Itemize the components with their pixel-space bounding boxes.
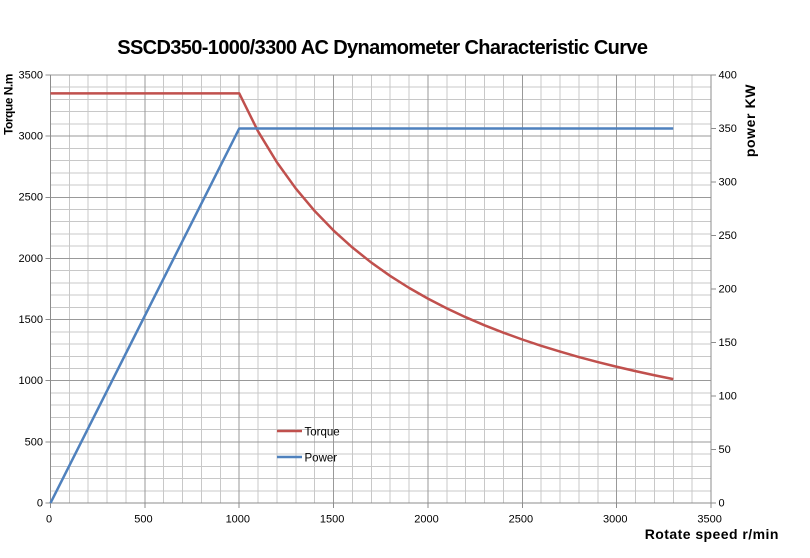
svg-text:power KW: power KW: [742, 84, 758, 157]
svg-text:500: 500: [25, 436, 43, 448]
svg-text:2500: 2500: [509, 513, 533, 525]
svg-text:0: 0: [37, 497, 43, 509]
svg-text:500: 500: [134, 513, 152, 525]
svg-text:300: 300: [719, 176, 737, 188]
svg-text:Torque N.m: Torque N.m: [2, 74, 16, 135]
svg-text:3500: 3500: [697, 513, 721, 525]
svg-text:SSCD350-1000/3300 AC Dynamomet: SSCD350-1000/3300 AC Dynamometer Charact…: [117, 37, 648, 59]
svg-text:400: 400: [719, 69, 737, 81]
svg-text:150: 150: [719, 337, 737, 349]
svg-text:100: 100: [719, 390, 737, 402]
svg-text:Torque: Torque: [305, 427, 340, 439]
svg-text:3000: 3000: [603, 513, 627, 525]
svg-text:1500: 1500: [320, 513, 344, 525]
svg-text:1000: 1000: [226, 513, 250, 525]
svg-text:1500: 1500: [19, 314, 43, 326]
svg-text:3500: 3500: [19, 69, 43, 81]
svg-text:0: 0: [46, 513, 52, 525]
svg-text:2000: 2000: [19, 253, 43, 265]
svg-text:2000: 2000: [414, 513, 438, 525]
svg-text:1000: 1000: [19, 375, 43, 387]
svg-text:0: 0: [719, 497, 725, 509]
svg-text:Power: Power: [305, 453, 338, 465]
svg-text:350: 350: [719, 123, 737, 135]
svg-text:200: 200: [719, 283, 737, 295]
svg-text:2500: 2500: [19, 192, 43, 204]
svg-text:250: 250: [719, 230, 737, 242]
svg-text:Rotate speed r/min: Rotate speed r/min: [645, 526, 779, 542]
svg-text:3000: 3000: [19, 131, 43, 143]
svg-text:50: 50: [719, 444, 731, 456]
